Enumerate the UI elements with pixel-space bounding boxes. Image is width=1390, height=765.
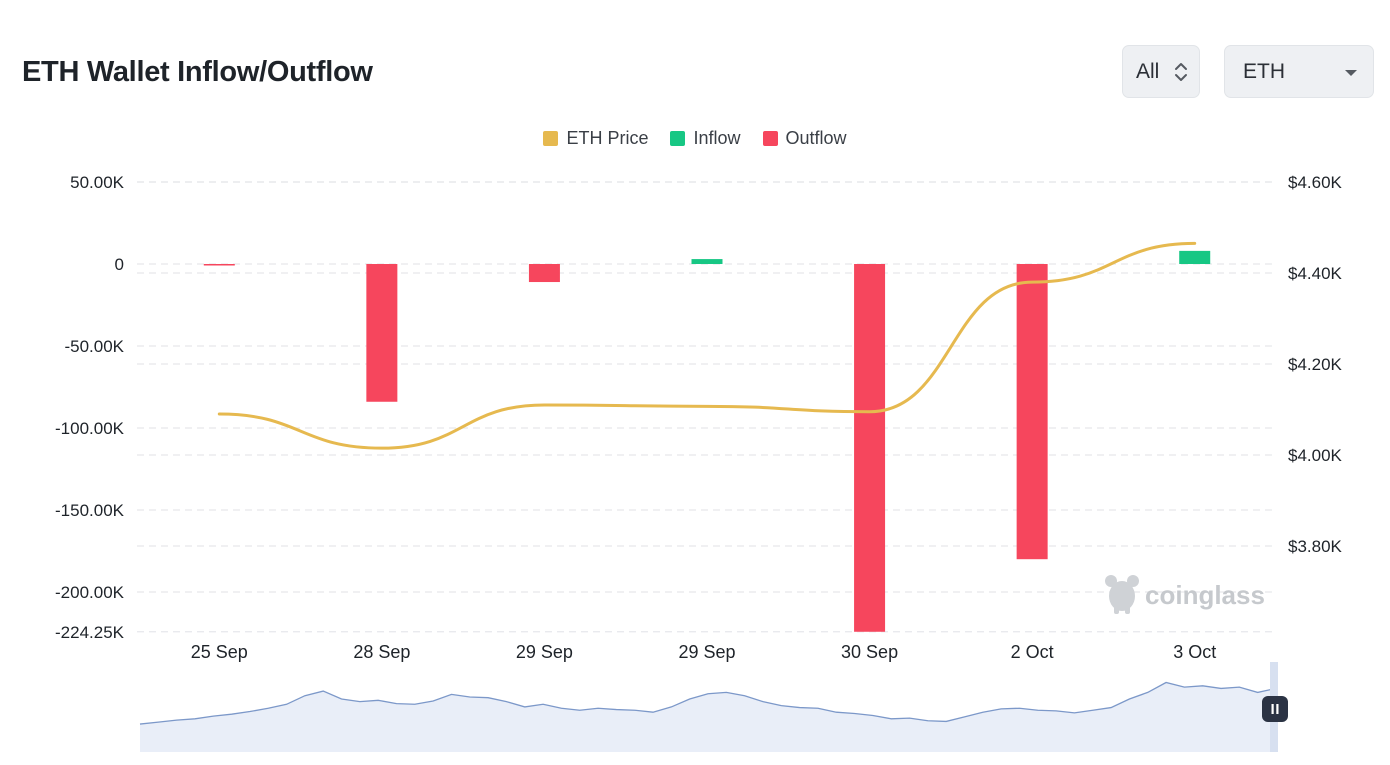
x-tick-label: 29 Sep	[516, 642, 573, 662]
y-left-tick-label: -50.00K	[64, 337, 124, 356]
legend-item-eth-price[interactable]: ETH Price	[543, 128, 648, 149]
y-left-tick-label: 0	[115, 255, 124, 274]
legend-item-outflow[interactable]: Outflow	[762, 128, 847, 149]
outflow-bar	[854, 264, 886, 632]
legend-label: ETH Price	[566, 128, 649, 148]
range-select-label: All	[1136, 59, 1160, 83]
x-tick-label: 29 Sep	[678, 642, 735, 662]
coinglass-watermark: coinglass	[1105, 575, 1265, 614]
legend-swatch-inflow	[670, 131, 686, 146]
outflow-bar	[203, 264, 235, 266]
legend-label: Inflow	[693, 128, 741, 148]
y-right-tick-label: $4.40K	[1288, 264, 1343, 283]
y-right-tick-label: $4.00K	[1288, 446, 1343, 465]
coinglass-logo-icon	[1105, 575, 1139, 614]
y-left-tick-label: -150.00K	[55, 501, 125, 520]
legend-swatch-eth-price	[543, 131, 559, 146]
y-left-tick-label: -224.25K	[55, 623, 125, 642]
handle-grip-icon	[1271, 704, 1274, 714]
inflow-bar	[691, 259, 723, 264]
range-select[interactable]: All	[1122, 45, 1200, 98]
page-title: ETH Wallet Inflow/Outflow	[22, 56, 373, 88]
sort-updown-icon	[1175, 63, 1187, 81]
y-left-tick-label: -100.00K	[55, 419, 125, 438]
watermark-text: coinglass	[1145, 580, 1265, 610]
inflow-bar	[1179, 250, 1211, 264]
navigator-area	[140, 682, 1276, 752]
legend-swatch-outflow	[762, 131, 778, 146]
y-left-tick-label: -200.00K	[55, 583, 125, 602]
chevron-down-icon	[1345, 70, 1357, 76]
legend-label: Outflow	[785, 128, 847, 148]
coin-select-label: ETH	[1243, 59, 1285, 83]
x-tick-label: 25 Sep	[191, 642, 248, 662]
outflow-bar	[1016, 264, 1048, 560]
eth-price-line	[217, 241, 1197, 450]
x-tick-label: 3 Oct	[1173, 642, 1216, 662]
y-right-tick-label: $4.60K	[1288, 173, 1343, 192]
chart-legend: ETH Price Inflow Outflow	[0, 128, 1390, 149]
x-tick-label: 28 Sep	[353, 642, 410, 662]
outflow-bar	[366, 264, 398, 402]
navigator-line	[139, 681, 1277, 725]
range-navigator	[139, 662, 1288, 752]
handle-grip-icon	[1276, 704, 1279, 714]
x-tick-label: 2 Oct	[1011, 642, 1054, 662]
y-left-tick-label: 50.00K	[70, 173, 125, 192]
coin-select[interactable]: ETH	[1224, 45, 1374, 98]
y-right-tick-label: $4.20K	[1288, 355, 1343, 374]
outflow-bar	[528, 264, 560, 283]
y-right-tick-label: $3.80K	[1288, 537, 1343, 556]
navigator-handle	[1262, 696, 1288, 722]
legend-item-inflow[interactable]: Inflow	[670, 128, 741, 149]
x-tick-label: 30 Sep	[841, 642, 898, 662]
navigator-selection-edge	[1270, 662, 1278, 752]
